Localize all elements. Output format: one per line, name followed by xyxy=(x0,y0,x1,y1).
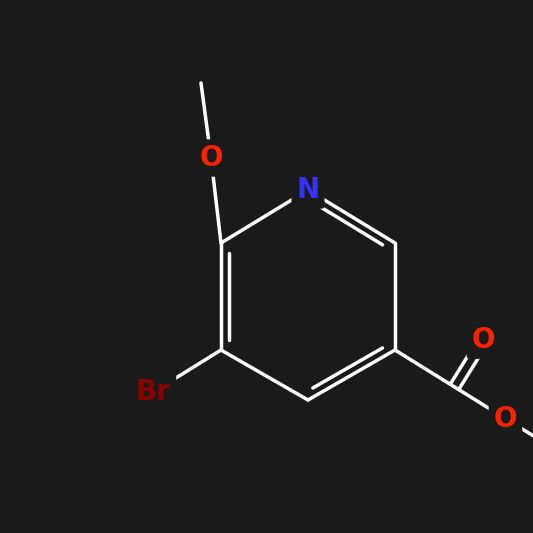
Text: N: N xyxy=(296,176,320,204)
Text: O: O xyxy=(470,325,497,356)
Text: O: O xyxy=(494,405,517,433)
Text: O: O xyxy=(472,326,495,354)
Text: O: O xyxy=(199,144,223,172)
Text: Br: Br xyxy=(133,377,173,408)
Text: N: N xyxy=(295,174,321,206)
Text: O: O xyxy=(492,403,519,434)
Text: Br: Br xyxy=(135,378,171,406)
Text: O: O xyxy=(197,142,224,174)
